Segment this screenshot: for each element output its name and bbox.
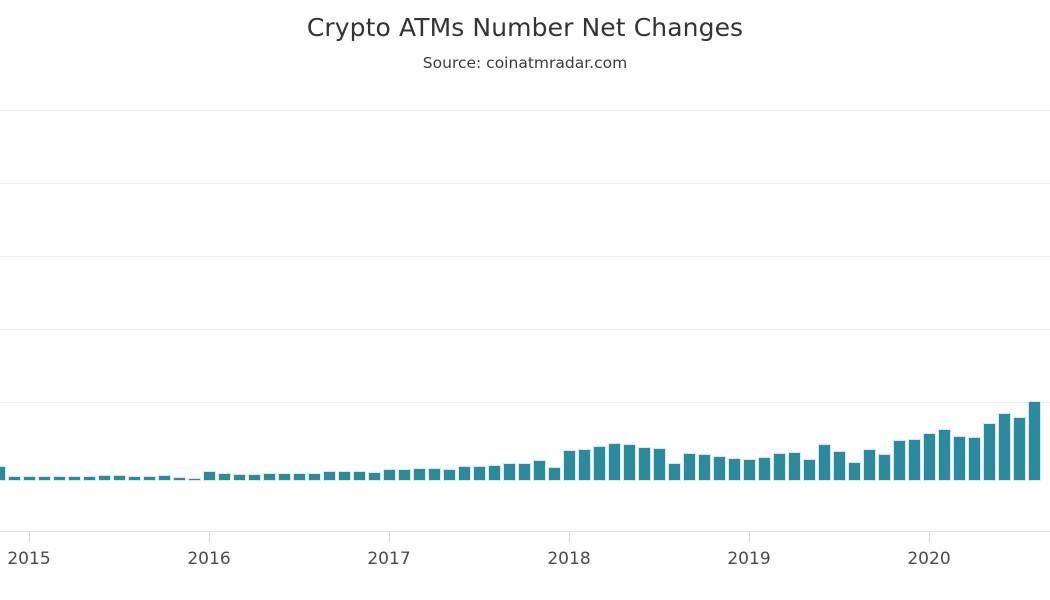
bar[interactable]	[232, 474, 246, 481]
bar[interactable]	[682, 452, 696, 481]
chart-title: Crypto ATMs Number Net Changes	[306, 13, 744, 42]
bar[interactable]	[817, 444, 831, 481]
bar[interactable]	[802, 458, 816, 481]
x-axis-tick-label-2018: 2018	[547, 549, 591, 569]
bar[interactable]	[697, 454, 711, 481]
bar[interactable]	[67, 475, 81, 481]
bar[interactable]	[412, 467, 426, 481]
bar[interactable]	[652, 447, 666, 481]
bar[interactable]	[472, 466, 486, 481]
bar[interactable]	[367, 471, 381, 481]
bar[interactable]	[757, 457, 771, 481]
bar[interactable]	[937, 429, 951, 481]
bar[interactable]	[157, 474, 171, 481]
bar[interactable]	[547, 467, 561, 481]
bar[interactable]	[787, 451, 801, 481]
x-axis: 2015 2016 2017 2018 2019 2020	[0, 531, 1050, 600]
bar[interactable]	[22, 476, 36, 481]
bar[interactable]	[667, 462, 681, 481]
bar[interactable]	[922, 432, 936, 481]
bar[interactable]	[1027, 401, 1041, 481]
bar[interactable]	[487, 464, 501, 481]
bar[interactable]	[217, 472, 231, 481]
gridline	[0, 183, 1050, 184]
bar[interactable]	[322, 471, 336, 481]
x-axis-tick-mark	[929, 531, 930, 542]
bar[interactable]	[607, 442, 621, 481]
chart-source-subtitle: Source: coinatmradar.com	[422, 54, 628, 72]
bar[interactable]	[997, 413, 1011, 481]
bar[interactable]	[532, 460, 546, 481]
bars-group	[0, 401, 1041, 481]
bar[interactable]	[742, 458, 756, 481]
x-axis-tick-mark	[569, 531, 570, 542]
x-axis-line	[0, 531, 1050, 532]
gridline	[0, 110, 1050, 111]
gridline	[0, 256, 1050, 257]
bar[interactable]	[442, 468, 456, 481]
bar[interactable]	[862, 449, 876, 481]
x-axis-tick-label-2020: 2020	[907, 549, 951, 569]
bar[interactable]	[592, 446, 606, 481]
bar[interactable]	[277, 473, 291, 481]
bar[interactable]	[982, 423, 996, 481]
bar[interactable]	[352, 471, 366, 481]
bar[interactable]	[427, 467, 441, 481]
bar[interactable]	[187, 477, 201, 481]
x-axis-tick-mark	[209, 531, 210, 542]
bar[interactable]	[307, 472, 321, 481]
bar[interactable]	[112, 474, 126, 481]
bar[interactable]	[337, 471, 351, 481]
bar[interactable]	[517, 462, 531, 481]
bar[interactable]	[967, 437, 981, 481]
bar[interactable]	[172, 477, 186, 481]
bar[interactable]	[892, 440, 906, 481]
bar[interactable]	[262, 473, 276, 481]
bar[interactable]	[877, 454, 891, 481]
bar[interactable]	[127, 475, 141, 481]
bar[interactable]	[1012, 417, 1026, 481]
bar[interactable]	[7, 475, 21, 481]
bar[interactable]	[637, 447, 651, 481]
x-axis-tick-mark	[29, 531, 30, 542]
gridline	[0, 402, 1050, 403]
x-axis-tick-label-2015: 2015	[7, 549, 51, 569]
bar[interactable]	[712, 455, 726, 481]
chart-header: Crypto ATMs Number Net Changes Source: c…	[0, 0, 1050, 73]
bar[interactable]	[727, 457, 741, 481]
bar[interactable]	[622, 444, 636, 481]
bar[interactable]	[457, 466, 471, 481]
bar[interactable]	[382, 469, 396, 481]
plot-area	[0, 110, 1050, 532]
bar[interactable]	[142, 475, 156, 481]
bar[interactable]	[772, 453, 786, 481]
x-axis-tick-label-2017: 2017	[367, 549, 411, 569]
bar[interactable]	[97, 474, 111, 481]
bar[interactable]	[247, 474, 261, 481]
gridline	[0, 329, 1050, 330]
bar[interactable]	[82, 475, 96, 481]
bar[interactable]	[0, 466, 6, 481]
bar[interactable]	[292, 472, 306, 481]
x-axis-tick-mark	[749, 531, 750, 542]
x-axis-tick-label-2019: 2019	[727, 549, 771, 569]
bar[interactable]	[832, 451, 846, 481]
bar[interactable]	[397, 469, 411, 481]
bar[interactable]	[562, 450, 576, 481]
bar[interactable]	[52, 476, 66, 481]
bar[interactable]	[847, 461, 861, 481]
x-axis-tick-mark	[389, 531, 390, 542]
bar[interactable]	[502, 463, 516, 481]
bar[interactable]	[577, 448, 591, 481]
x-axis-tick-label-2016: 2016	[187, 549, 231, 569]
bar[interactable]	[907, 438, 921, 481]
bar[interactable]	[202, 471, 216, 481]
bar[interactable]	[952, 435, 966, 481]
bar[interactable]	[37, 476, 51, 481]
